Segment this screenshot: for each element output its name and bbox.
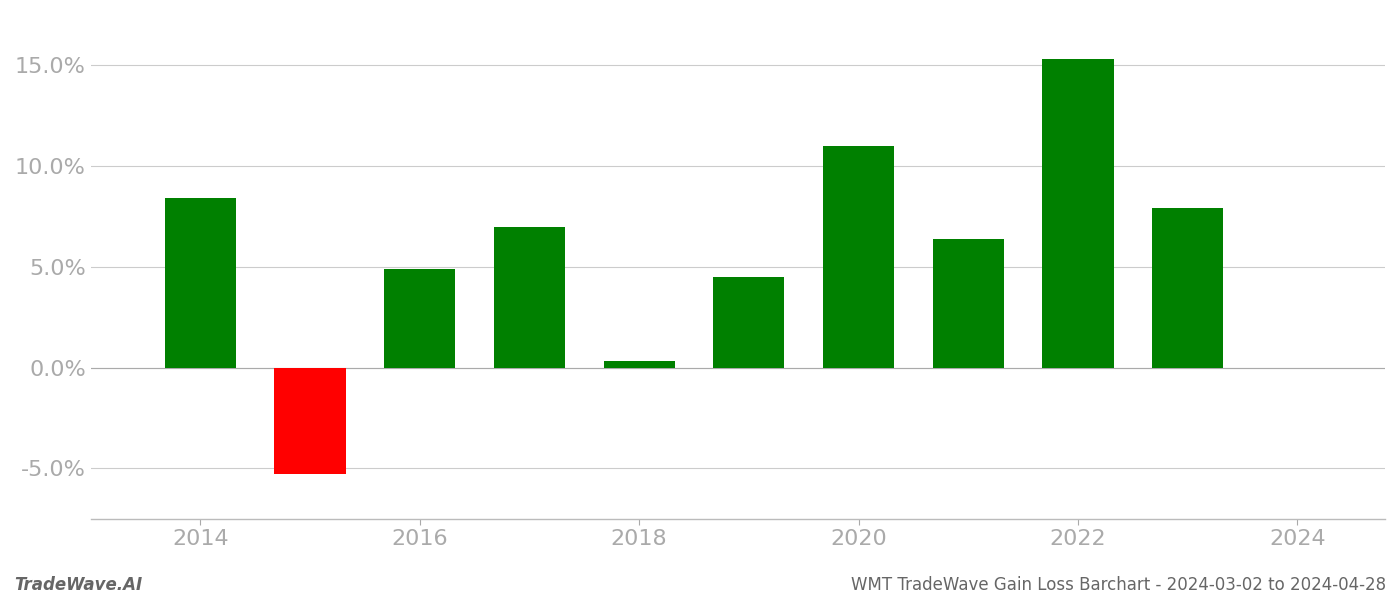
Text: WMT TradeWave Gain Loss Barchart - 2024-03-02 to 2024-04-28: WMT TradeWave Gain Loss Barchart - 2024-… (851, 576, 1386, 594)
Bar (384, 269, 455, 368)
Bar (713, 277, 784, 368)
Bar (932, 239, 1004, 368)
Bar (494, 227, 566, 368)
Bar (1152, 208, 1224, 368)
Bar (823, 146, 895, 368)
Bar (165, 199, 237, 368)
Bar (603, 361, 675, 368)
Bar (274, 368, 346, 474)
Bar (1042, 59, 1113, 368)
Text: TradeWave.AI: TradeWave.AI (14, 576, 143, 594)
